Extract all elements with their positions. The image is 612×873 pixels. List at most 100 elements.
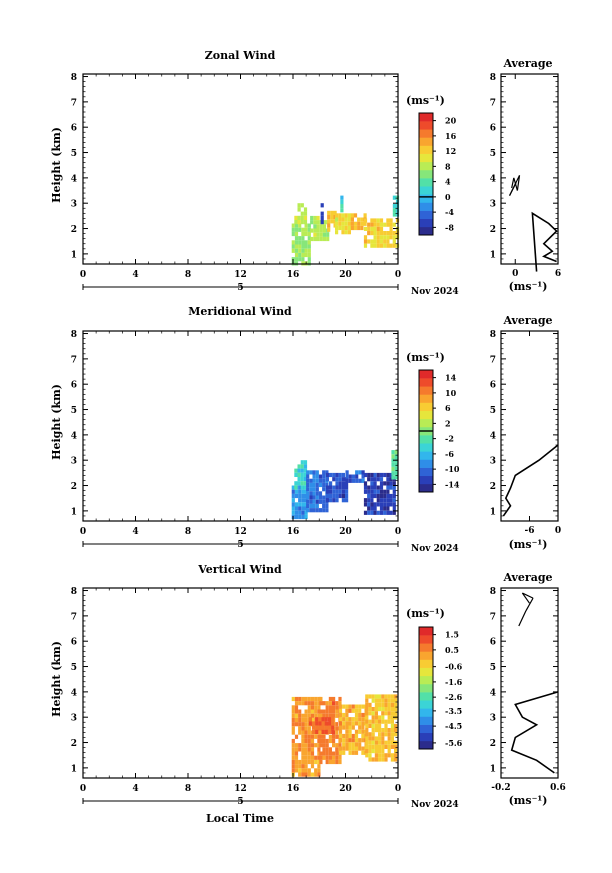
colorbar-segment — [419, 683, 433, 693]
heatmap-cell — [327, 219, 331, 224]
heatmap-cell — [306, 474, 310, 479]
heatmap-cell — [335, 701, 339, 706]
heatmap-cell — [314, 772, 318, 777]
heatmap-cell — [367, 239, 371, 244]
heatmap-cell — [381, 740, 385, 745]
heatmap-cell — [354, 717, 359, 722]
heatmap-cell — [306, 482, 310, 488]
heatmap-cell — [304, 713, 308, 718]
colorbar-segment — [419, 740, 433, 750]
heatmap-cell — [347, 221, 351, 226]
day-marker: 5 — [237, 283, 243, 293]
heatmap-cell — [358, 746, 362, 751]
heatmap-cell — [389, 510, 393, 515]
average-y-tick-label: 1 — [490, 250, 496, 260]
heatmap-cell — [368, 749, 372, 754]
heatmap-cell — [314, 713, 318, 718]
heatmap-cell — [381, 698, 385, 703]
heatmap-cell — [319, 734, 323, 739]
heatmap-cell — [338, 759, 342, 765]
heatmap-cell — [371, 707, 375, 712]
heatmap-cell — [373, 506, 377, 511]
panel-title: Vertical Wind — [197, 563, 282, 576]
heatmap-cell — [371, 740, 375, 745]
heatmap-cell — [365, 740, 369, 745]
heatmap-cell — [376, 485, 380, 490]
heatmap-cell — [338, 221, 342, 226]
heatmap-cell — [345, 481, 349, 486]
heatmap-cell — [312, 470, 316, 475]
heatmap-cell — [304, 764, 308, 769]
colorbar-segment — [419, 226, 433, 236]
heatmap-cell — [341, 481, 345, 486]
heatmap-cell — [360, 225, 364, 231]
average-x-tick-label: 0 — [555, 526, 561, 536]
heatmap-cell — [341, 493, 345, 499]
heatmap-cell — [368, 757, 372, 762]
heatmap-cell — [383, 239, 387, 244]
heatmap-cell — [307, 248, 311, 253]
heatmap-cell — [310, 220, 314, 225]
heatmap-cell — [324, 717, 328, 722]
y-tick-label: 3 — [71, 200, 77, 210]
heatmap-cell — [392, 481, 396, 486]
heatmap-cell — [379, 239, 384, 244]
heatmap-cell — [319, 696, 323, 702]
heatmap-cell — [373, 481, 377, 486]
heatmap-cell — [341, 217, 345, 222]
heatmap-cell — [332, 485, 336, 490]
heatmap-cell — [297, 468, 301, 473]
heatmap-cell — [304, 768, 308, 773]
heatmap-cell — [291, 713, 295, 718]
heatmap-cell — [325, 472, 329, 478]
heatmap-cell — [291, 498, 295, 503]
heatmap-cell — [310, 747, 315, 752]
heatmap-cell — [379, 472, 384, 478]
y-tick-label: 6 — [71, 381, 77, 391]
heatmap-cell — [373, 472, 377, 478]
colorbar-segment — [419, 370, 433, 379]
average-y-tick-label: 8 — [490, 330, 496, 340]
heatmap-cell — [374, 723, 378, 728]
heatmap-cell — [351, 721, 355, 726]
heatmap-cell — [301, 764, 305, 769]
heatmap-cell — [316, 228, 320, 233]
colorbar-segment — [419, 732, 433, 742]
heatmap-cell — [298, 502, 302, 507]
heatmap-cell — [335, 498, 339, 503]
average-y-tick-label: 8 — [490, 73, 496, 83]
heatmap-cell — [307, 261, 311, 266]
y-axis-label: Height (km) — [50, 641, 63, 717]
heatmap-cell — [315, 503, 319, 509]
heatmap-cell — [348, 746, 352, 751]
heatmap-cell — [304, 772, 308, 777]
heatmap-cell — [378, 707, 382, 712]
colorbar-tick-label: -5.6 — [445, 738, 463, 748]
heatmap-cell — [329, 498, 333, 503]
heatmap-cell — [360, 217, 364, 222]
heatmap-cell — [303, 485, 308, 490]
heatmap-cell — [374, 702, 378, 707]
heatmap-cell — [332, 755, 336, 760]
heatmap-cell — [301, 722, 305, 727]
heatmap-cell — [291, 502, 295, 507]
heatmap-cell — [355, 474, 359, 479]
average-xlabel: (ms⁻¹) — [509, 538, 548, 551]
heatmap-cell — [394, 732, 398, 737]
heatmap-cell — [294, 231, 299, 237]
heatmap-cell — [338, 481, 342, 486]
heatmap-cell — [363, 502, 368, 507]
heatmap-cell — [306, 470, 310, 475]
heatmap-cell — [374, 736, 378, 741]
heatmap-cell — [328, 755, 332, 760]
heatmap-cell — [300, 211, 304, 216]
heatmap-cell — [384, 740, 388, 745]
heatmap-cell — [303, 464, 308, 469]
heatmap-cell — [384, 728, 388, 733]
heatmap-cell — [294, 514, 299, 520]
heatmap-cell — [394, 471, 398, 476]
heatmap-cell — [383, 235, 387, 240]
heatmap-cell — [348, 717, 352, 722]
heatmap-cell — [374, 707, 378, 712]
heatmap-cell — [300, 477, 304, 482]
